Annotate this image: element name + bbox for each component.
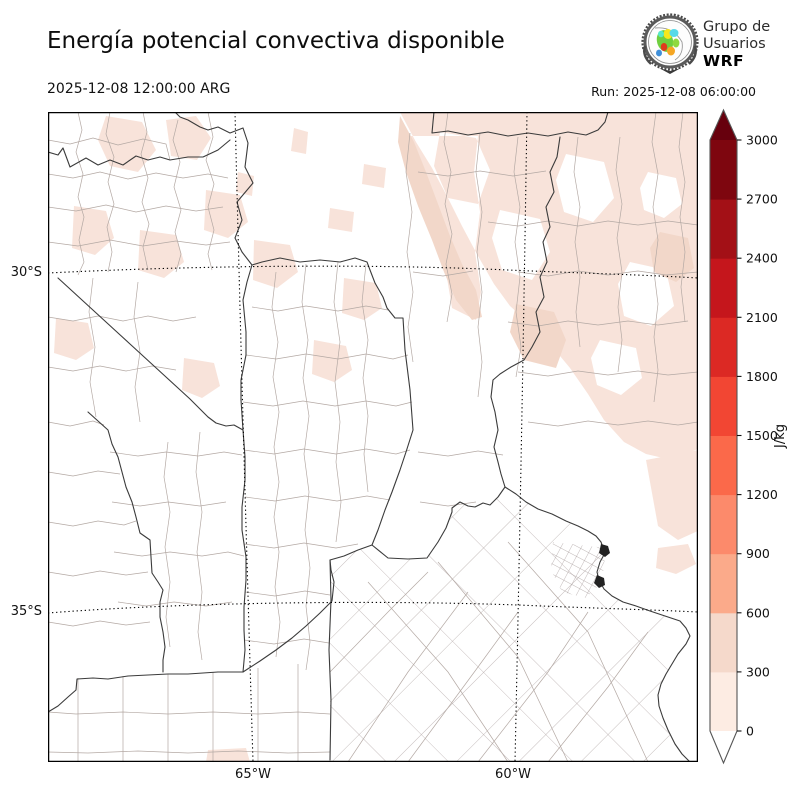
colorbar-segment <box>710 199 737 259</box>
wrf-logo-icon <box>637 12 703 74</box>
colorbar-segment <box>710 553 737 614</box>
department-boundaries <box>48 112 698 762</box>
page-title: Energía potencial convectiva disponible <box>47 28 505 54</box>
colorbar-ticks: 0 300 600 900 1200 1500 1800 2100 2400 2700 3000 <box>737 133 778 739</box>
colorbar-tick-label: 2400 <box>746 251 778 266</box>
colorbar-unit-label: J/kg <box>773 424 788 449</box>
colorbar-segment <box>710 435 737 496</box>
map-frame <box>48 112 698 762</box>
colorbar-tick-label: 3000 <box>746 133 778 148</box>
colorbar-tick-label: 2700 <box>746 192 778 207</box>
cape-shading-low <box>54 112 698 762</box>
colorbar-tick-label: 2100 <box>746 310 778 325</box>
colorbar-segment <box>710 140 737 200</box>
colorbar-tick-label: 0 <box>746 724 754 739</box>
colorbar-tick-label: 300 <box>746 664 770 679</box>
map-panel <box>48 112 698 762</box>
lon-tick-65w: 65°W <box>235 767 271 782</box>
colorbar-tick-label: 1800 <box>746 369 778 384</box>
cape-map <box>48 112 698 762</box>
valid-time-label: 2025-12-08 12:00:00 ARG <box>47 81 231 97</box>
colorbar-svg: 0 300 600 900 1200 1500 1800 2100 2400 2700 3000 J… <box>709 108 788 765</box>
province-boundaries <box>48 112 691 762</box>
colorbar-segment <box>710 258 737 318</box>
colorbar-under-arrow <box>710 731 737 763</box>
wrf-emblem-icon <box>641 13 699 74</box>
colorbar-tick-label: 900 <box>746 546 770 561</box>
colorbar: 0 300 600 900 1200 1500 1800 2100 2400 2700 3000 J… <box>706 106 800 770</box>
city-marks <box>594 544 610 588</box>
colorbar-over-arrow <box>710 110 737 140</box>
colorbar-segment <box>710 671 737 732</box>
buenos-aires-partido-mesh <box>330 487 690 762</box>
logo-text-line3: WRF <box>703 52 745 70</box>
colorbar-tick-label: 1200 <box>746 487 778 502</box>
colorbar-segment <box>710 612 737 673</box>
lon-tick-60w: 60°W <box>495 767 531 782</box>
colorbar-segments <box>710 140 737 732</box>
graticule-lines <box>48 112 698 762</box>
lat-tick-35s: 35°S <box>10 604 42 619</box>
colorbar-segment <box>710 494 737 555</box>
colorbar-segment <box>710 376 737 436</box>
logo-text-line2: Usuarios <box>703 36 766 52</box>
run-time-label: Run: 2025-12-08 06:00:00 <box>591 84 756 99</box>
colorbar-segment <box>710 317 737 377</box>
lat-tick-30s: 30°S <box>10 265 42 280</box>
colorbar-tick-label: 600 <box>746 605 770 620</box>
colorbar-tick-label: 1500 <box>746 428 778 443</box>
logo-text-line1: Grupo de <box>703 19 771 35</box>
